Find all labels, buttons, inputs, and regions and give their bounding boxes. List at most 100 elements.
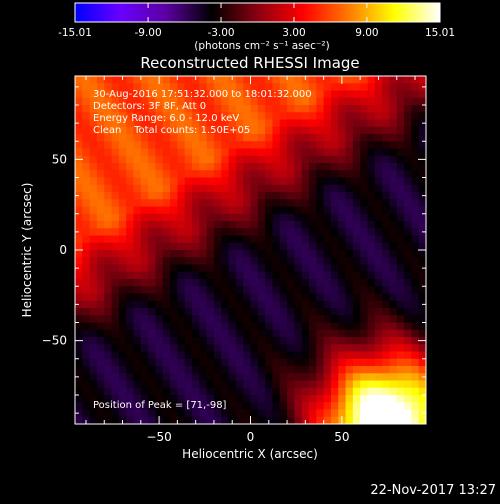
heatmap-cell	[360, 308, 368, 316]
heatmap-cell	[265, 264, 273, 273]
heatmap-cell	[155, 170, 164, 178]
heatmap-cell	[213, 395, 222, 403]
heatmap-cell	[374, 351, 383, 360]
heatmap-cell	[133, 148, 142, 157]
heatmap-cell	[96, 322, 105, 331]
heatmap-cell	[294, 293, 303, 302]
heatmap-cell	[265, 329, 273, 338]
heatmap-cell	[411, 402, 420, 410]
heatmap-cell	[389, 409, 398, 418]
heatmap-cell	[243, 395, 251, 403]
heatmap-cell	[382, 308, 390, 316]
heatmap-cell	[199, 83, 208, 91]
heatmap-cell	[148, 206, 156, 215]
heatmap-cell	[111, 286, 120, 294]
heatmap-cell	[294, 170, 303, 178]
heatmap-cell	[352, 221, 361, 229]
heatmap-cell	[309, 358, 317, 367]
heatmap-cell	[294, 192, 303, 200]
heatmap-cell	[287, 279, 295, 287]
heatmap-cell	[374, 83, 383, 91]
heatmap-cell	[235, 264, 244, 273]
heatmap-cell	[148, 373, 156, 381]
heatmap-cell	[118, 264, 127, 273]
heatmap-cell	[235, 402, 244, 410]
heatmap-cell	[199, 235, 208, 244]
heatmap-cell	[250, 402, 259, 410]
heatmap-cell	[199, 76, 208, 84]
heatmap-cell	[111, 344, 120, 352]
heatmap-cell	[162, 192, 171, 200]
heatmap-cell	[118, 112, 127, 120]
heatmap-cell	[316, 83, 325, 91]
heatmap-cell	[118, 351, 127, 360]
heatmap-cell	[396, 380, 405, 389]
heatmap-cell	[257, 366, 266, 374]
heatmap-cell	[177, 402, 186, 410]
heatmap-cell	[382, 344, 390, 352]
heatmap-cell	[272, 126, 281, 135]
heatmap-cell	[199, 119, 208, 128]
heatmap-cell	[287, 402, 295, 410]
heatmap-cell	[184, 199, 193, 207]
heatmap-cell	[170, 387, 178, 396]
heatmap-cell	[170, 192, 178, 200]
heatmap-cell	[82, 300, 91, 309]
heatmap-cell	[111, 170, 120, 178]
heatmap-cell	[257, 402, 266, 410]
heatmap-cell	[301, 264, 310, 273]
heatmap-cell	[184, 337, 193, 345]
heatmap-cell	[118, 402, 127, 410]
heatmap-cell	[104, 148, 112, 157]
heatmap-cell	[316, 264, 325, 273]
heatmap-cell	[221, 163, 229, 171]
heatmap-cell	[360, 351, 368, 360]
heatmap-cell	[396, 416, 405, 425]
heatmap-cell	[213, 105, 222, 113]
heatmap-cell	[199, 184, 208, 193]
heatmap-cell	[213, 373, 222, 381]
heatmap-cell	[104, 337, 112, 345]
heatmap-cell	[352, 279, 361, 287]
heatmap-cell	[316, 308, 325, 316]
heatmap-cell	[309, 213, 317, 222]
heatmap-cell	[140, 141, 149, 149]
heatmap-cell	[170, 329, 178, 338]
heatmap-cell	[338, 170, 346, 178]
heatmap-cell	[82, 170, 91, 178]
heatmap-cell	[411, 126, 420, 135]
heatmap-cell	[206, 358, 215, 367]
heatmap-cell	[192, 184, 200, 193]
heatmap-cell	[367, 112, 376, 120]
heatmap-cell	[411, 250, 420, 258]
heatmap-cell	[367, 134, 376, 142]
heatmap-cell	[89, 351, 98, 360]
heatmap-cell	[257, 373, 266, 381]
heatmap-cell	[199, 206, 208, 215]
heatmap-cell	[213, 402, 222, 410]
heatmap-cell	[411, 170, 420, 178]
heatmap-cell	[126, 163, 134, 171]
heatmap-cell	[382, 337, 390, 345]
heatmap-cell	[316, 90, 325, 99]
heatmap-cell	[272, 242, 281, 251]
heatmap-cell	[126, 134, 134, 142]
heatmap-cell	[170, 184, 178, 193]
heatmap-cell	[301, 141, 310, 149]
heatmap-cell	[213, 155, 222, 164]
heatmap-cell	[404, 192, 412, 200]
heatmap-cell	[374, 358, 383, 367]
heatmap-cell	[177, 126, 186, 135]
heatmap-cell	[140, 409, 149, 418]
heatmap-cell	[396, 366, 405, 374]
heatmap-cell	[118, 293, 127, 302]
heatmap-cell	[75, 213, 83, 222]
heatmap-cell	[133, 126, 142, 135]
heatmap-cell	[250, 264, 259, 273]
heatmap-cell	[301, 351, 310, 360]
x-tick-label: 0	[247, 430, 255, 444]
heatmap-cell	[162, 134, 171, 142]
heatmap-cell	[140, 177, 149, 186]
heatmap-cell	[162, 358, 171, 367]
heatmap-cell	[148, 184, 156, 193]
